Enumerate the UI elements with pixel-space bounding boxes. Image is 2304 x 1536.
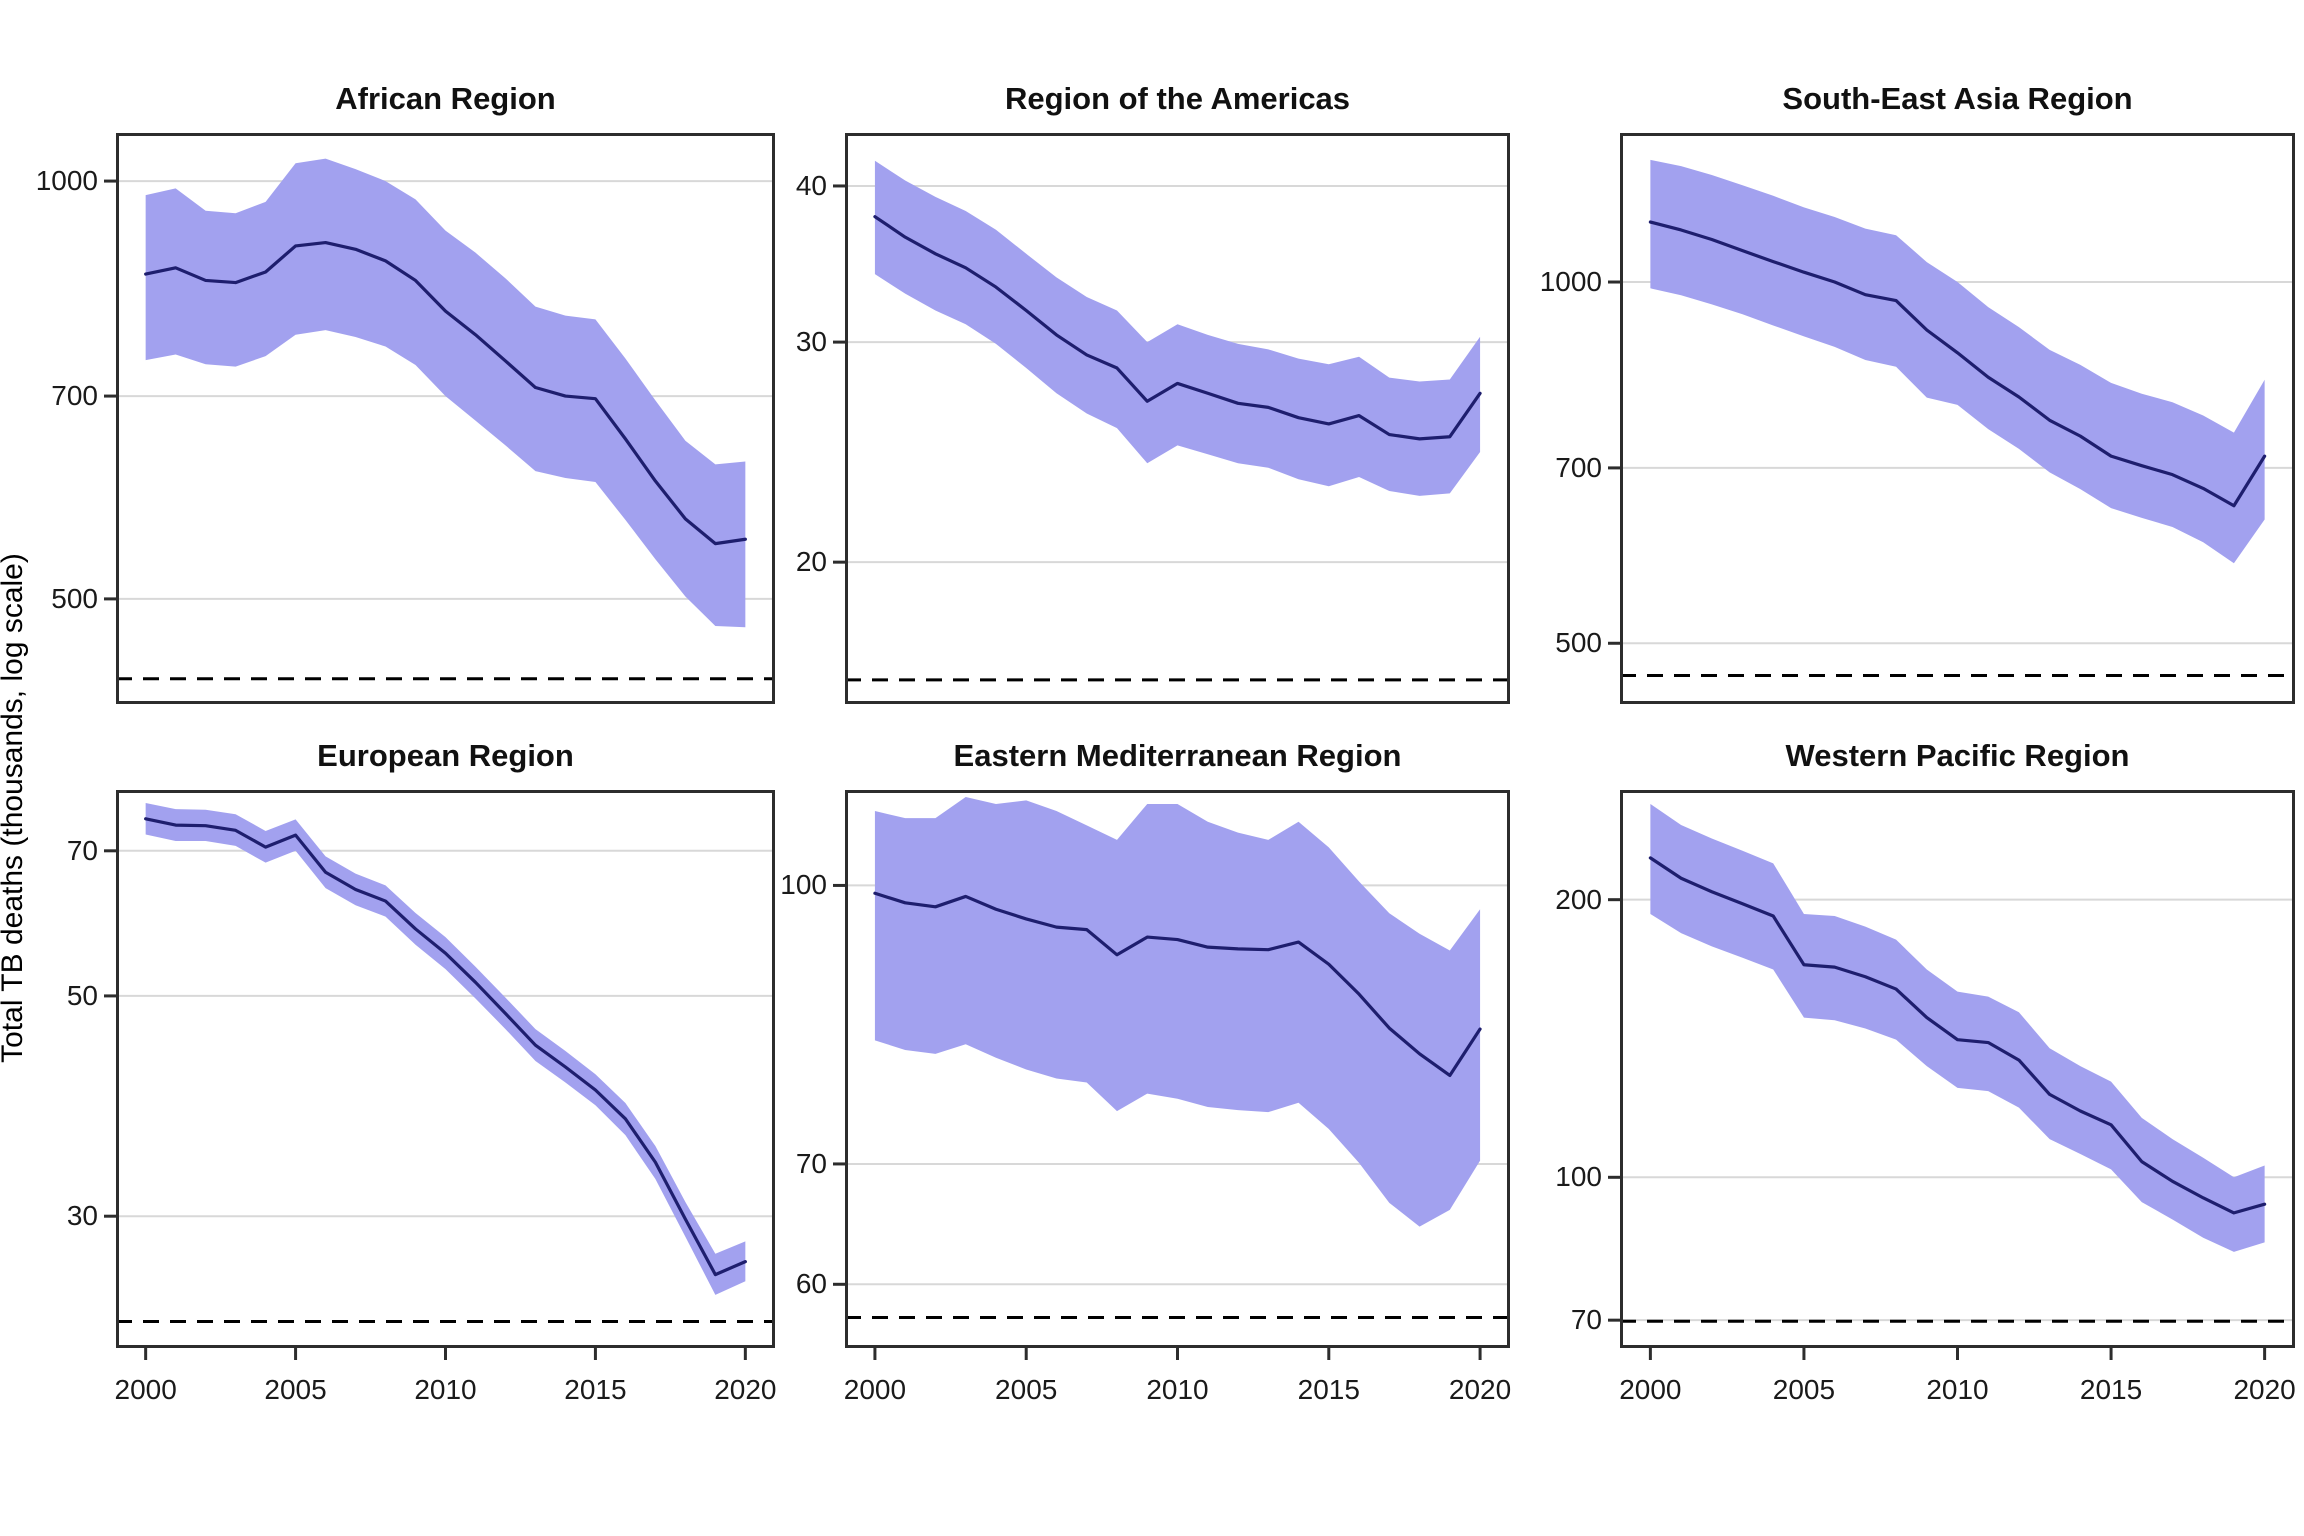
chart-svg [1608, 790, 2295, 1360]
x-tick-label: 2005 [1772, 1374, 1836, 1405]
plot-area [1608, 790, 2295, 1360]
y-tick-label: 500 [1555, 627, 1602, 659]
plot-area [104, 133, 775, 704]
panel-region-of-the-americas: Region of the Americas 40 30 20 [796, 81, 1510, 704]
x-tick-label: 2000 [114, 1374, 177, 1405]
chart-svg [104, 133, 775, 704]
confidence-ribbon [1650, 159, 2265, 564]
plot-area [833, 133, 1510, 704]
x-tick-label: 2010 [414, 1374, 477, 1405]
panel-african-region: African Region 1000 700 500 [36, 81, 775, 704]
y-axis-label: Total TB deaths (thousands, log scale) [0, 553, 29, 1063]
panel-title: European Region [317, 738, 574, 773]
panel-title: Western Pacific Region [1785, 738, 2130, 773]
y-tick-label: 70 [66, 834, 98, 866]
confidence-ribbon [874, 160, 1481, 496]
panel-south-east-asia-region: South-East Asia Region 1000 700 500 [1540, 81, 2295, 704]
panel-border [1620, 790, 2295, 1348]
chart-svg [1608, 133, 2295, 704]
x-tick-label: 2010 [1926, 1374, 1989, 1405]
plot-area [104, 790, 775, 1360]
y-tick-label: 70 [1570, 1304, 1602, 1336]
confidence-ribbon [874, 796, 1481, 1227]
plot-area [1608, 133, 2295, 704]
estimate-line [873, 215, 1482, 441]
estimate-line [1648, 856, 2267, 1215]
plot-area [833, 790, 1510, 1360]
y-tick-label: 20 [795, 546, 827, 578]
x-tick-label: 2000 [1619, 1374, 1682, 1405]
y-tick-label: 1000 [1539, 266, 1602, 298]
x-tick-label: 2010 [1146, 1374, 1209, 1405]
y-tick-label: 200 [1555, 883, 1602, 915]
y-tick-label: 40 [795, 169, 827, 201]
x-tick-label: 2015 [2079, 1374, 2143, 1405]
panel-western-pacific-region: Western Pacific Region 200 100 70 2000 2005 2… [1555, 738, 2295, 1405]
panel-title: Region of the Americas [1004, 81, 1351, 116]
panel-border [116, 133, 775, 704]
y-tick-label: 500 [51, 582, 98, 614]
estimate-line [144, 817, 747, 1277]
panel-title: South-East Asia Region [1782, 81, 2133, 116]
x-tick-label: 2020 [2233, 1374, 2296, 1405]
chart-svg [833, 790, 1510, 1360]
panel-border [1620, 133, 2295, 704]
x-tick-label: 2020 [714, 1374, 777, 1405]
y-tick-label: 700 [51, 380, 98, 412]
x-tick-label: 2005 [995, 1374, 1058, 1405]
panel-border [845, 133, 1510, 704]
estimate-line [873, 891, 1482, 1078]
x-tick-label: 2005 [264, 1374, 327, 1405]
y-tick-label: 700 [1555, 451, 1602, 483]
y-tick-label: 50 [66, 979, 98, 1011]
chart-svg [833, 133, 1510, 704]
chart-svg [104, 790, 775, 1360]
panel-title: African Region [335, 81, 556, 116]
y-tick-label: 100 [780, 869, 827, 901]
panel-border [845, 790, 1510, 1348]
x-tick-label: 2000 [843, 1374, 907, 1405]
panel-border [116, 790, 775, 1348]
estimate-line [1648, 220, 2267, 508]
y-tick-label: 1000 [35, 165, 98, 197]
y-tick-label: 70 [795, 1147, 827, 1179]
panel-title: Eastern Mediterranean Region [953, 738, 1402, 773]
y-tick-label: 30 [795, 326, 827, 358]
estimate-line [144, 240, 747, 546]
y-tick-label: 30 [66, 1200, 98, 1232]
confidence-ribbon [1650, 803, 2265, 1252]
confidence-ribbon [145, 803, 746, 1295]
confidence-ribbon [145, 158, 746, 628]
panel-european-region: European Region 70 50 30 2000 2005 2010 2015 20… [67, 738, 777, 1405]
y-tick-label: 60 [795, 1268, 827, 1300]
x-tick-label: 2020 [1448, 1374, 1512, 1405]
x-tick-label: 2015 [1297, 1374, 1360, 1405]
x-tick-label: 2015 [564, 1374, 627, 1405]
panel-eastern-mediterranean-region: Eastern Mediterranean Region 100 70 60 2000… [780, 738, 1511, 1405]
y-tick-label: 100 [1555, 1161, 1602, 1193]
